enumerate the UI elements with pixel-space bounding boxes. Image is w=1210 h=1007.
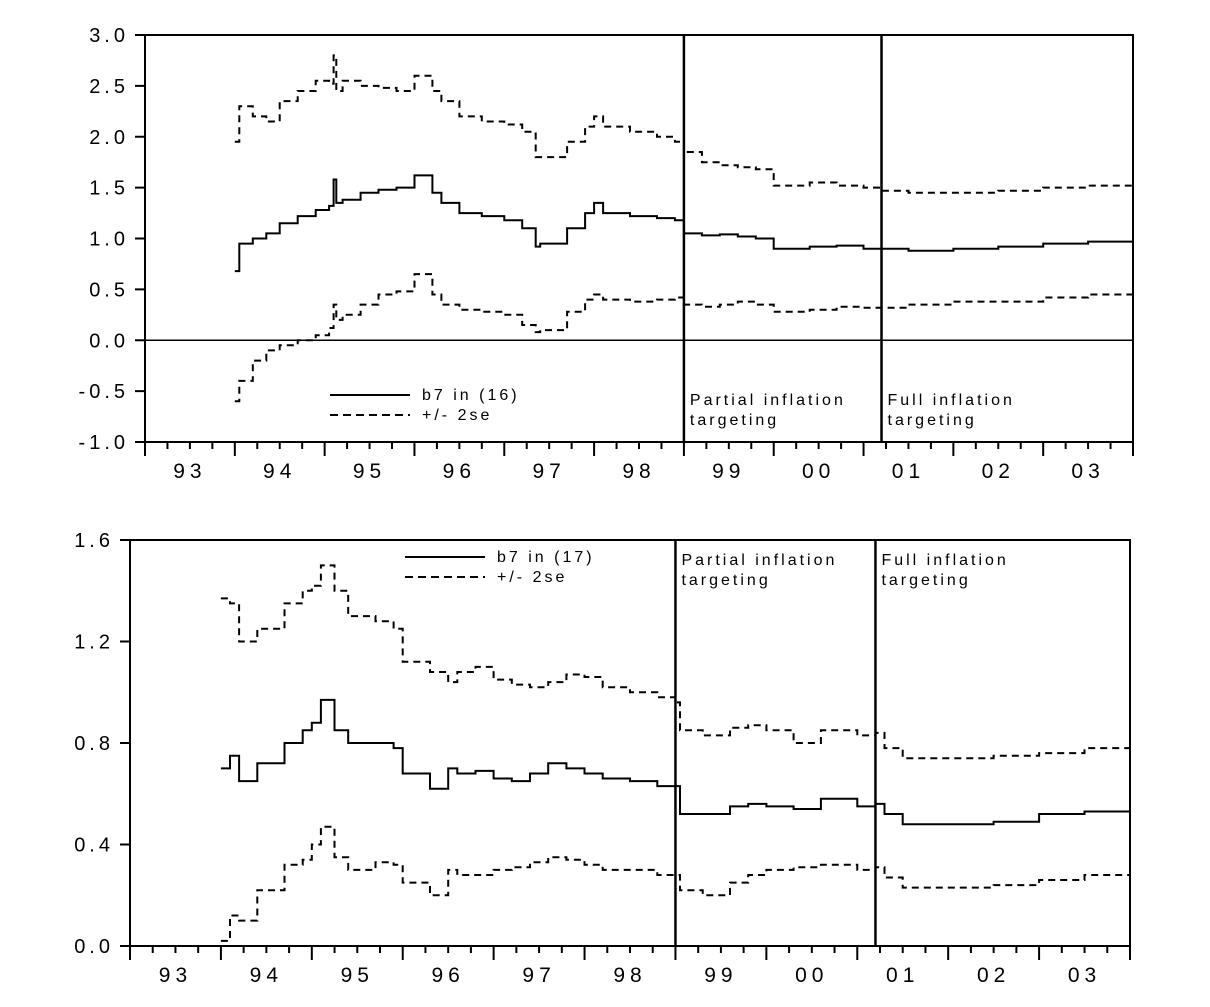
y-tick-label: 3.0 (89, 25, 129, 47)
y-tick-label: 0.5 (89, 279, 129, 301)
x-tick-label: 99 (712, 460, 745, 483)
legend-label: +/- 2se (497, 569, 567, 586)
x-tick-label: 97 (522, 964, 555, 987)
chart-panel-2: 1.6 1.2 0.8 0.4 0.0 93 94 95 96 97 98 99 00 01 02 03 Par… (74, 530, 1131, 987)
x-tick-label: 99 (704, 964, 737, 987)
y-tick-label: -1.0 (79, 432, 129, 454)
x-tick-label: 03 (1071, 460, 1104, 483)
region-label: targeting (681, 572, 770, 589)
region-label: Partial inflation (690, 392, 846, 409)
y-tick-label: 1.5 (89, 178, 129, 200)
legend-label: +/- 2se (422, 407, 492, 424)
legend-label: b7 in (17) (497, 549, 595, 566)
plot-frame (129, 539, 1131, 947)
y-tick-label: 2.5 (89, 76, 129, 98)
x-tick-label: 01 (886, 964, 919, 987)
x-tick-label: 03 (1068, 964, 1101, 987)
y-tick-label: 1.6 (74, 530, 114, 552)
chart-panel-1: 3.0 2.5 2.0 1.5 1.0 0.5 0.0 -0.5 -1.0 93 94 95 96 97 9… (79, 25, 1134, 483)
series-line-3-dashed (234, 273, 1134, 403)
legend-label: b7 in (16) (422, 387, 520, 404)
series-line-2-solid (220, 698, 1131, 826)
y-tick-label: 2.0 (89, 127, 129, 149)
region-label: Full inflation (881, 552, 1008, 569)
series-line-3-dashed (220, 825, 1131, 942)
x-tick-label: 00 (802, 460, 835, 483)
region-label: Partial inflation (681, 552, 837, 569)
x-tick-label: 95 (353, 460, 386, 483)
y-tick-label: 0.8 (74, 733, 114, 755)
plot-frame (144, 34, 1134, 443)
x-tick-label: 98 (613, 964, 646, 987)
x-tick-label: 93 (173, 460, 206, 483)
x-tick-label: 01 (892, 460, 925, 483)
x-tick-label: 00 (795, 964, 828, 987)
x-tick-label: 96 (432, 964, 465, 987)
y-tick-label: 1.0 (89, 229, 129, 251)
x-tick-label: 95 (341, 964, 374, 987)
x-tick-label: 98 (622, 460, 655, 483)
x-tick-label: 93 (159, 964, 192, 987)
y-tick-label: 0.0 (89, 330, 129, 352)
x-tick-label: 96 (443, 460, 476, 483)
region-label: targeting (881, 572, 970, 589)
x-tick-label: 94 (250, 964, 283, 987)
series-line-1-dashed (220, 564, 1131, 760)
y-tick-label: 0.0 (74, 936, 114, 958)
x-tick-label: 02 (977, 964, 1010, 987)
x-tick-label: 97 (533, 460, 566, 483)
series-line-1-dashed (234, 54, 1134, 194)
region-label: Full inflation (888, 392, 1015, 409)
series-line-2-solid (234, 174, 1134, 273)
y-tick-label: -0.5 (79, 381, 129, 403)
y-tick-label: 1.2 (74, 632, 114, 654)
region-label: targeting (888, 412, 977, 429)
y-tick-label: 0.4 (74, 835, 114, 857)
x-tick-label: 02 (982, 460, 1015, 483)
region-label: targeting (690, 412, 779, 429)
x-tick-label: 94 (263, 460, 296, 483)
